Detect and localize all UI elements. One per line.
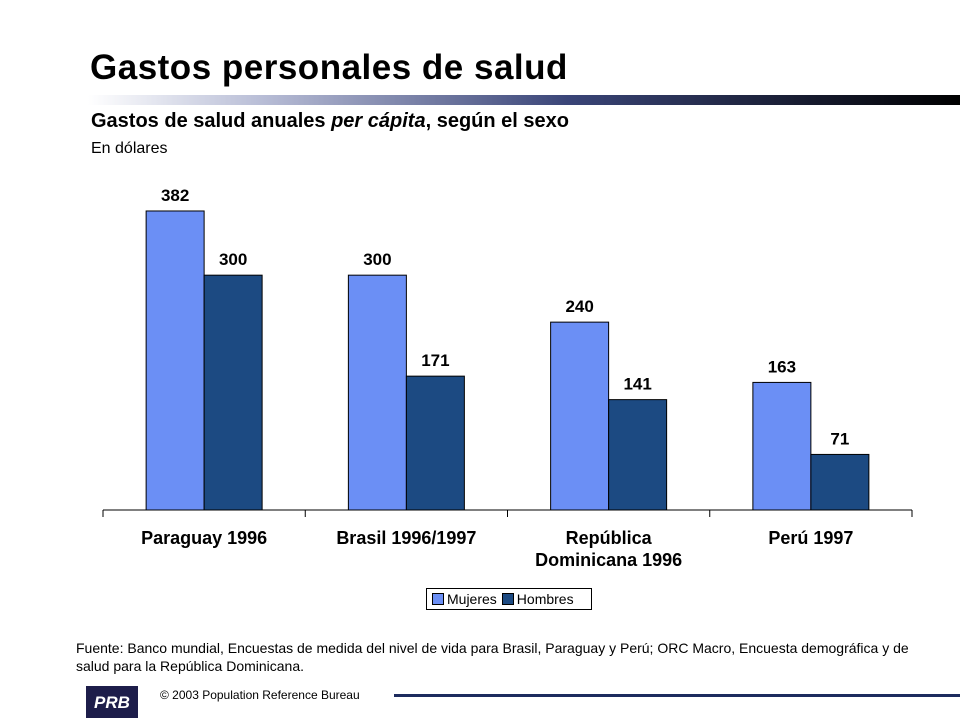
copyright-text: © 2003 Population Reference Bureau (160, 688, 360, 702)
bar-hombres (810, 453, 870, 511)
legend-label-mujeres: Mujeres (447, 591, 497, 607)
data-label-mujeres: 163 (768, 357, 796, 376)
bar-mujeres (752, 381, 812, 511)
legend-swatch-hombres (501, 593, 514, 605)
category-label: Paraguay 1996 (141, 528, 267, 548)
legend-label-hombres: Hombres (516, 591, 574, 607)
bar-mujeres (550, 321, 610, 511)
subtitle-main: Gastos de salud anuales (91, 110, 332, 132)
footer-rule (394, 694, 960, 697)
logo-text: PRB (94, 693, 130, 712)
legend-item-mujeres: Mujeres (432, 591, 497, 607)
data-label-hombres: 300 (219, 250, 247, 269)
bar-hombres (405, 375, 465, 511)
chart-subtitle: Gastos de salud anuales per cápita, segú… (91, 110, 569, 133)
category-label: Perú 1997 (768, 528, 853, 548)
source-note: Fuente: Banco mundial, Encuestas de medi… (76, 640, 909, 674)
unit-label: En dólares (91, 140, 168, 157)
prb-logo-icon: PRB (86, 686, 138, 718)
data-label-hombres: 171 (421, 351, 449, 370)
subtitle-italic: per cápita (331, 110, 426, 132)
category-label: Brasil 1996/1997 (336, 528, 476, 548)
data-label-mujeres: 240 (565, 297, 593, 316)
bar-mujeres (145, 210, 205, 511)
title-gradient-rule (88, 95, 960, 105)
prb-logo-mark: PRB (94, 693, 130, 712)
data-label-hombres: 71 (830, 429, 849, 448)
bar-hombres (203, 274, 263, 511)
bar-mujeres (347, 274, 407, 511)
data-label-mujeres: 300 (363, 250, 391, 269)
legend-swatch-mujeres (432, 593, 444, 605)
legend-item-hombres: Hombres (501, 591, 574, 607)
bar-hombres (608, 399, 668, 511)
page-title: Gastos personales de salud (90, 48, 568, 87)
subtitle-tail: , según el sexo (425, 110, 569, 132)
category-label: Dominicana 1996 (535, 550, 682, 570)
category-label: República (566, 528, 653, 548)
data-label-mujeres: 382 (161, 186, 189, 205)
chart-legend: Mujeres Hombres (426, 588, 592, 610)
data-label-hombres: 141 (623, 375, 651, 394)
